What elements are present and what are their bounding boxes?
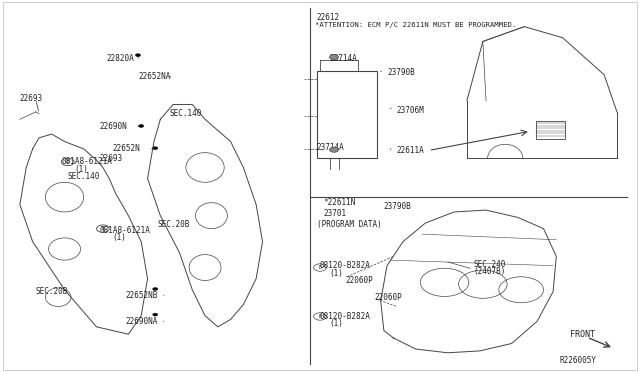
Text: 08120-B282A: 08120-B282A	[320, 312, 371, 321]
Text: 23714A: 23714A	[330, 54, 357, 62]
Circle shape	[330, 147, 339, 152]
Text: 08120-B282A: 08120-B282A	[320, 261, 371, 270]
Text: (1): (1)	[330, 320, 344, 328]
Text: SEC.140: SEC.140	[68, 172, 100, 181]
Text: SEC.240: SEC.240	[473, 260, 506, 269]
Text: 22690N: 22690N	[100, 122, 127, 131]
Text: *ATTENTION: ECM P/C 22611N MUST BE PROGRAMMED.: *ATTENTION: ECM P/C 22611N MUST BE PROGR…	[315, 22, 516, 28]
Text: FRONT: FRONT	[570, 330, 595, 339]
Text: 22060P: 22060P	[346, 276, 373, 285]
Text: 22820A: 22820A	[106, 54, 134, 62]
Text: 23701: 23701	[323, 209, 346, 218]
Text: SEC.20B: SEC.20B	[157, 221, 189, 230]
Text: (1): (1)	[113, 233, 126, 243]
Text: B: B	[319, 314, 321, 319]
Text: 22693: 22693	[100, 154, 123, 163]
Text: 22612: 22612	[317, 13, 340, 22]
Circle shape	[153, 313, 158, 316]
Text: (1): (1)	[74, 165, 88, 174]
Text: (1): (1)	[330, 269, 344, 278]
Text: B: B	[101, 226, 104, 231]
Text: 23790B: 23790B	[387, 68, 415, 77]
Text: 22652NB: 22652NB	[125, 291, 157, 300]
Text: B: B	[67, 160, 69, 164]
Text: 22693: 22693	[20, 94, 43, 103]
Text: R226005Y: R226005Y	[559, 356, 596, 365]
Text: 22652N: 22652N	[113, 144, 140, 153]
Text: 081A8-6121A: 081A8-6121A	[61, 157, 112, 166]
Circle shape	[139, 125, 144, 128]
Text: 22690NA: 22690NA	[125, 317, 157, 326]
Circle shape	[330, 54, 339, 60]
Circle shape	[153, 147, 158, 150]
Text: (PROGRAM DATA): (PROGRAM DATA)	[317, 221, 381, 230]
Text: 23790B: 23790B	[384, 202, 412, 211]
Circle shape	[136, 54, 141, 57]
Text: 23706M: 23706M	[397, 106, 424, 115]
Text: *22611N: *22611N	[323, 198, 356, 207]
Text: 22611A: 22611A	[397, 146, 424, 155]
Circle shape	[153, 288, 158, 291]
Text: B: B	[319, 265, 321, 270]
Text: 22652NA: 22652NA	[138, 72, 170, 81]
Text: SEC.140: SEC.140	[170, 109, 202, 118]
Text: 081A8-6121A: 081A8-6121A	[100, 226, 150, 235]
Text: 23714A: 23714A	[317, 142, 344, 151]
Bar	[536, 121, 564, 138]
Bar	[317, 71, 378, 158]
Text: SEC.20B: SEC.20B	[36, 287, 68, 296]
Text: (2407B): (2407B)	[473, 267, 506, 276]
Text: 22060P: 22060P	[374, 293, 402, 302]
